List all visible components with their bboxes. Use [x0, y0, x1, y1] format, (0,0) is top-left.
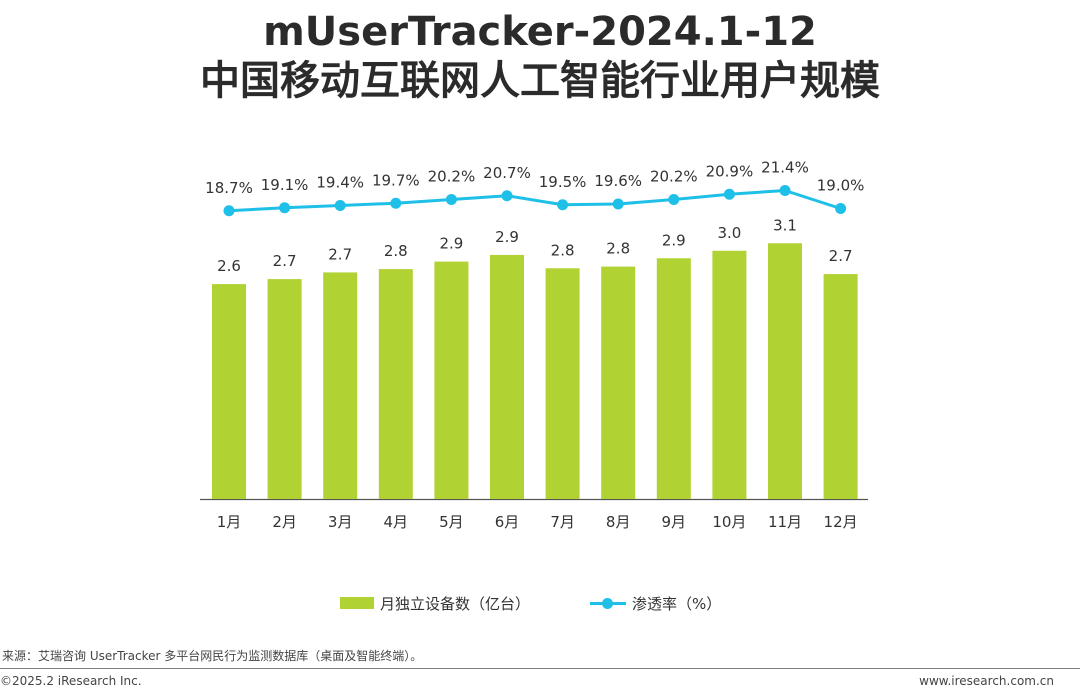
- penetration-point-3: [334, 200, 346, 211]
- x-tick-label: 6月: [495, 513, 520, 531]
- footer-divider: [0, 668, 1080, 669]
- legend-item-penetration: 渗透率（%）: [590, 590, 721, 616]
- penetration-line: [228, 189, 842, 213]
- bar-value-label: 2.9: [495, 228, 519, 246]
- x-tick-label: 3月: [328, 513, 353, 531]
- bar-7: [545, 268, 580, 499]
- penetration-value-label: 19.4%: [316, 174, 364, 192]
- bar-value-label: 2.8: [384, 242, 408, 260]
- bar-value-label: 2.7: [328, 245, 352, 263]
- bar-value-label: 2.9: [439, 235, 463, 253]
- bar-4: [378, 269, 413, 499]
- x-tick-label: 10月: [712, 513, 746, 531]
- penetration-point-2: [279, 202, 291, 214]
- penetration-value-label: 20.2%: [650, 168, 698, 186]
- bar-2: [267, 279, 302, 499]
- x-tick-label: 7月: [550, 513, 575, 531]
- penetration-point-12: [835, 203, 847, 214]
- bar-1: [212, 284, 246, 499]
- bar-10: [712, 250, 747, 499]
- penetration-value-label: 20.2%: [428, 168, 476, 186]
- bar-value-label: 2.9: [662, 231, 686, 249]
- bar-value-label: 3.0: [717, 224, 741, 242]
- chart-title-line2: 中国移动互联网人工智能行业用户规模: [200, 58, 880, 104]
- bar-8: [601, 266, 636, 499]
- penetration-value-label: 19.5%: [539, 173, 587, 191]
- website: www.iresearch.com.cn: [919, 674, 1054, 688]
- chart-legend: 月独立设备数（亿台） 渗透率（%）: [0, 590, 1080, 616]
- penetration-point-9: [668, 194, 680, 205]
- penetration-point-6: [501, 190, 513, 202]
- legend-bar-swatch: [340, 597, 374, 609]
- x-tick-label: 11月: [768, 513, 802, 531]
- penetration-value-label: 19.0%: [817, 177, 865, 195]
- combo-chart: 2.6 1月 2.7 2月 2.7 3月 2.8 4月 2.9 5月 2.9 6月 2.8 7月 2.8 8月…: [200, 159, 868, 531]
- penetration-point-1: [223, 205, 235, 217]
- penetration-point-4: [390, 197, 402, 209]
- penetration-point-10: [723, 188, 735, 200]
- copyright: ©2025.2 iResearch Inc.: [0, 674, 142, 688]
- bar-value-label: 2.8: [551, 241, 575, 259]
- penetration-point-11: [779, 185, 791, 196]
- penetration-point-8: [612, 198, 624, 210]
- penetration-value-label: 21.4%: [761, 159, 809, 177]
- legend-label-devices: 月独立设备数（亿台）: [380, 594, 531, 613]
- bar-12: [823, 274, 858, 499]
- penetration-point-7: [557, 199, 569, 211]
- source-note: 来源：艾瑞咨询 UserTracker 多平台网民行为监测数据库（桌面及智能终端…: [2, 649, 423, 663]
- penetration-value-label: 20.7%: [483, 164, 531, 182]
- legend-label-penetration: 渗透率（%）: [632, 594, 722, 613]
- legend-line-swatch: [590, 597, 626, 609]
- x-tick-label: 12月: [824, 513, 858, 531]
- penetration-value-label: 19.6%: [594, 172, 642, 190]
- bar-3: [323, 272, 358, 499]
- bar-9: [656, 258, 691, 499]
- bar-value-label: 3.1: [773, 216, 797, 234]
- penetration-value-label: 20.9%: [706, 162, 754, 180]
- penetration-value-label: 19.7%: [372, 171, 420, 189]
- x-tick-label: 2月: [272, 513, 297, 531]
- x-tick-label: 5月: [439, 513, 464, 531]
- x-tick-label: 1月: [217, 513, 242, 531]
- bar-value-label: 2.7: [273, 252, 297, 270]
- x-tick-label: 8月: [606, 513, 631, 531]
- chart-title-line1: mUserTracker-2024.1-12: [263, 9, 817, 55]
- x-tick-label: 9月: [662, 513, 687, 531]
- bar-5: [434, 261, 469, 499]
- legend-item-devices: 月独立设备数（亿台）: [340, 590, 530, 616]
- x-tick-label: 4月: [384, 513, 409, 531]
- penetration-point-5: [445, 194, 457, 205]
- penetration-value-label: 18.7%: [205, 179, 253, 197]
- bar-6: [490, 254, 524, 499]
- penetration-value-label: 19.1%: [261, 176, 309, 194]
- bar-value-label: 2.6: [217, 257, 241, 275]
- bar-11: [768, 243, 802, 499]
- bar-value-label: 2.7: [829, 247, 853, 265]
- bar-value-label: 2.8: [606, 240, 630, 258]
